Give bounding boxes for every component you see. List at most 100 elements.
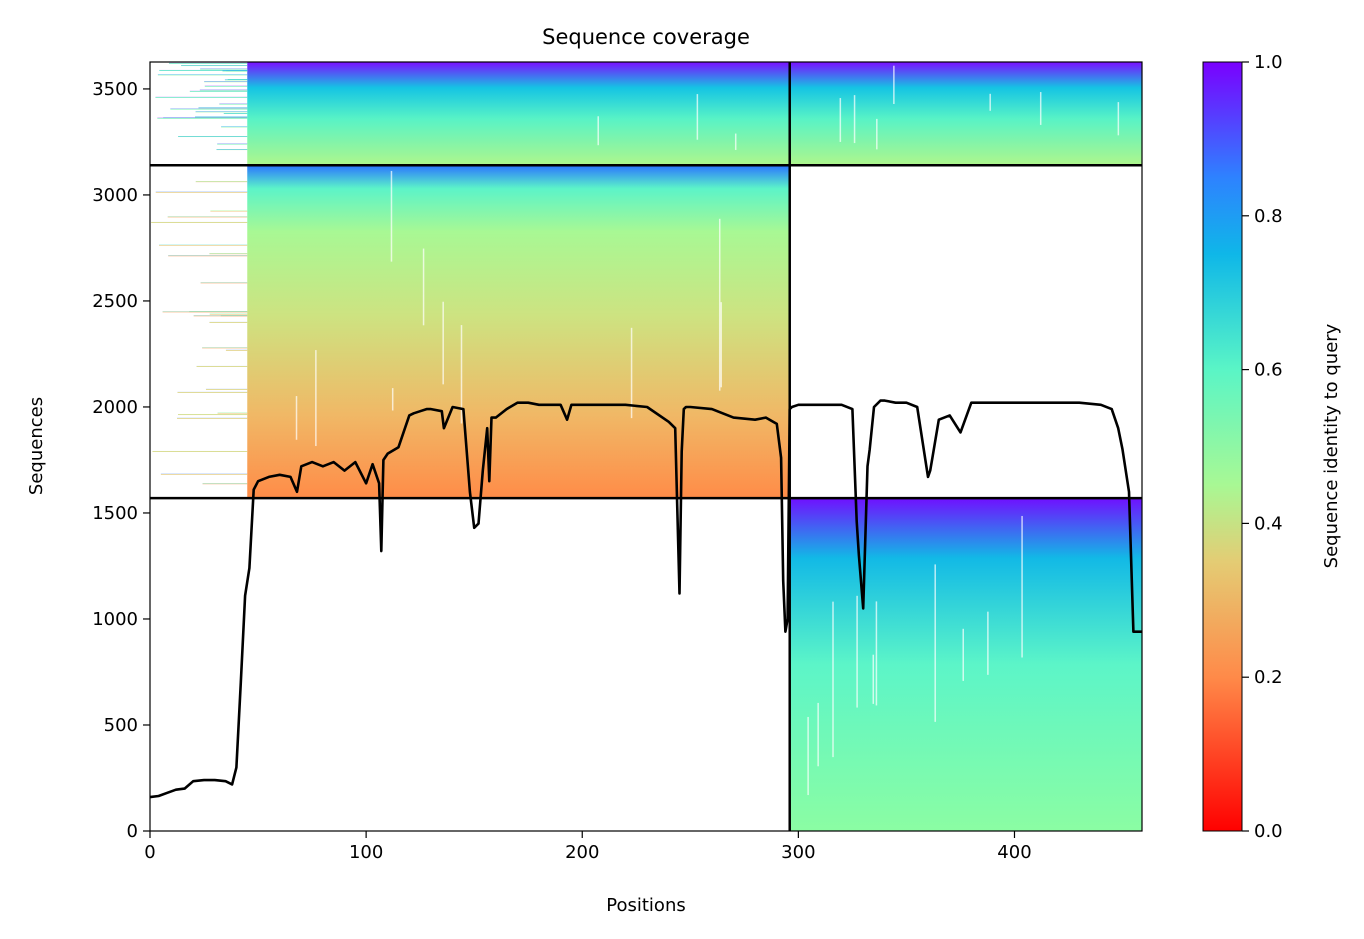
x-tick-label: 0 [144,842,155,863]
partial-coverage-streak [205,388,248,390]
partial-coverage-streak [209,321,248,323]
colorbar-ticks: 0.0 0.2 0.4 0.6 0.8 1.0 [1242,52,1283,842]
alignment-gap [442,301,444,385]
partial-coverage-streak [216,149,248,151]
alignment-gap [720,302,722,388]
y-tick-label: 0 [127,821,138,842]
partial-coverage-streak [227,78,248,80]
y-tick-label: 1500 [92,503,138,524]
block-lower-right [789,498,1142,831]
partial-coverage-streak [204,85,248,87]
partial-coverage-streak [167,216,248,218]
partial-coverage-streak [159,69,248,71]
partial-coverage-streak [157,74,248,76]
coverage-line [149,399,1142,799]
partial-coverage-streak [221,126,248,128]
partial-coverage-streak [193,315,248,317]
partial-coverage-streak [198,107,248,109]
alignment-gap [839,98,842,142]
partial-coverage-streak [168,62,248,64]
partial-coverage-streak [219,103,248,105]
alignment-gap [460,325,463,424]
x-tick-label: 300 [781,842,815,863]
partial-coverage-streak [222,70,248,72]
x-tick-label: 200 [565,842,599,863]
y-tick-label: 3000 [92,185,138,206]
partial-coverage-streak [223,113,248,115]
colorbar-label: Sequence identity to query [1321,323,1342,568]
partial-coverage-streak [189,90,248,92]
colorbar [1202,61,1243,832]
colorbar-tick-label: 0.0 [1254,821,1283,842]
partial-coverage-streak [160,473,248,475]
alignment-gap [934,564,936,722]
partial-coverage-streak [202,347,248,349]
alignment-gap [422,248,425,326]
alignment-gap [696,94,699,140]
plot-frame [149,61,1143,832]
x-axis-label: Positions [606,895,685,916]
block-top-full [247,62,1142,166]
partial-coverage-streak [157,117,248,119]
partial-coverage-streak [152,450,248,452]
partial-coverage-streak [202,483,248,485]
alignment-gap [1039,92,1042,125]
partial-coverage-streak [178,136,248,138]
alignment-gap [597,116,599,146]
alignment-gap [390,170,393,262]
alignment-gap [734,133,737,150]
partial-coverage-streak [200,282,248,284]
alignment-gap [875,601,878,706]
block-middle-left [247,165,790,499]
alignment-gap [1021,515,1023,658]
colorbar-tick-label: 1.0 [1254,52,1283,73]
x-tick-label: 100 [349,842,383,863]
alignment-gap [989,93,991,111]
alignment-gap [315,350,317,447]
colorbar-tick-label: 0.8 [1254,206,1283,227]
alignment-gap [718,218,721,391]
y-tick-label: 1000 [92,609,138,630]
coverage-heatmap [151,62,1142,831]
partial-coverage-streak [199,89,248,91]
partial-coverage-streak [159,244,248,246]
partial-coverage-streak [177,417,248,419]
y-tick-label: 2000 [92,397,138,418]
y-axis-label: Sequences [26,397,47,495]
partial-coverage-streak [177,391,248,393]
alignment-gap [832,601,834,758]
partial-coverage-streak [168,255,248,257]
partial-coverage-streak [200,68,248,70]
alignment-gap [872,654,875,704]
y-tick-label: 3500 [92,79,138,100]
partial-coverage-streak [209,313,248,315]
colorbar-tick-label: 0.4 [1254,513,1283,534]
partial-coverage-streak [181,65,248,67]
partial-coverage-streak [151,221,248,223]
y-tick-label: 500 [104,715,138,736]
alignment-gap [853,95,856,144]
partial-coverage-streak [196,365,248,367]
x-axis-ticks: 0 100 200 300 400 [144,831,1032,863]
partial-coverage-streak [195,111,248,113]
alignment-gap [1117,102,1120,136]
partial-coverage-streak [155,96,248,98]
partial-coverage-streak [195,181,248,183]
alignment-gap [856,595,858,708]
chart-title: Sequence coverage [542,25,750,49]
alignment-gap [987,611,989,675]
y-axis-ticks: 0 500 1000 1500 2000 2500 3000 3500 [92,79,150,842]
alignment-gap [630,327,633,419]
alignment-gap [876,118,878,150]
alignment-gap [817,702,819,767]
alignment-gap [807,716,809,796]
partial-coverage-streak [217,143,248,145]
partial-coverage-streak [177,414,248,416]
partial-coverage-streak [195,116,248,118]
partial-coverage-streak [217,412,248,414]
partial-coverage-streak [209,253,248,255]
partial-coverage-streak [155,191,248,193]
alignment-gap [391,388,394,411]
x-tick-label: 400 [997,842,1031,863]
